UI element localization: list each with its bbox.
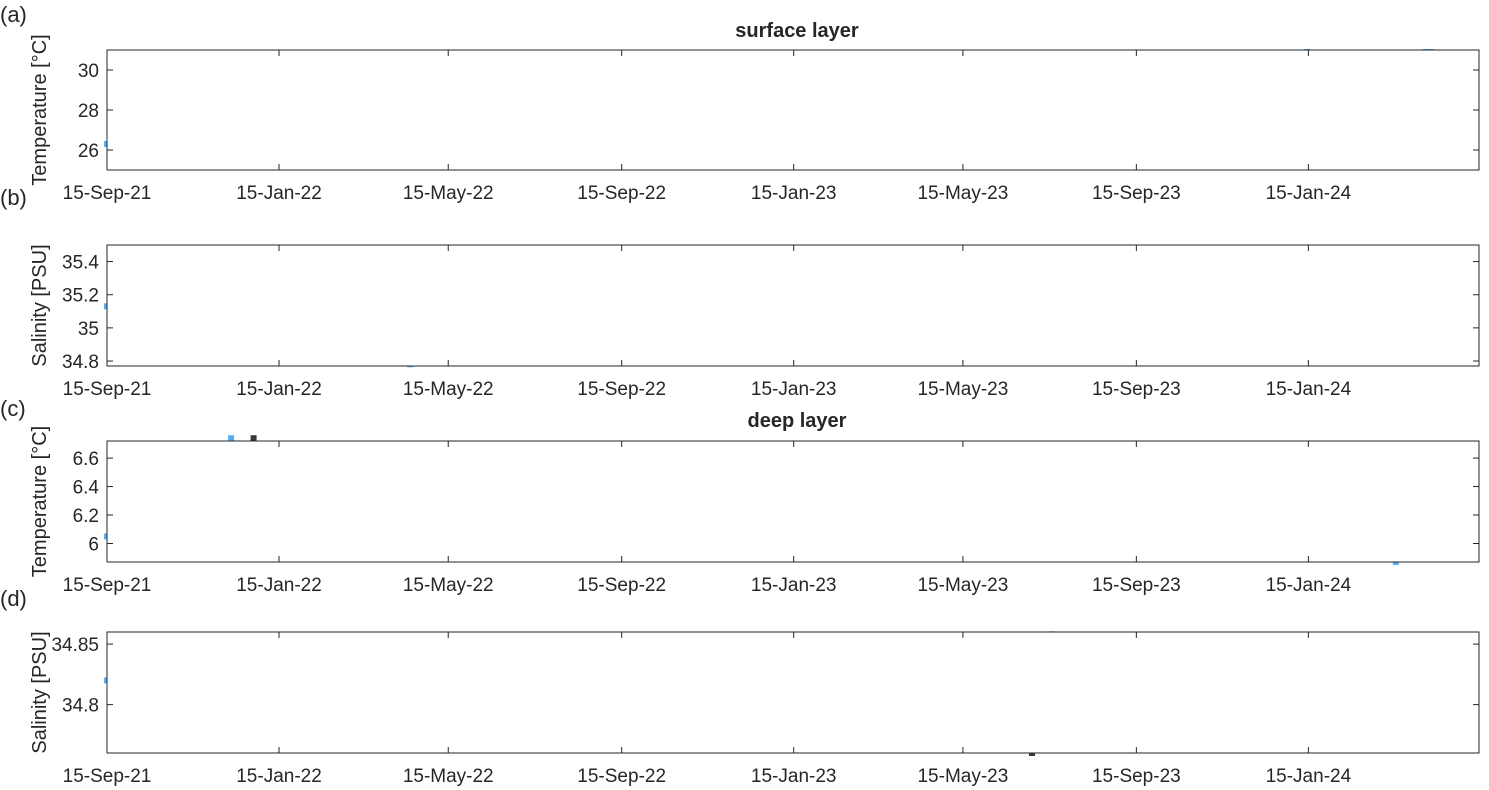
- x-tick-label: 15-Jan-23: [751, 766, 837, 787]
- y-axis-label: Salinity [PSU]: [29, 631, 51, 753]
- chart-panel-a: 15-Sep-21 15-Jan-22 15-May-22 15-Sep-22 15-J…: [0, 2, 1480, 204]
- x-tick-label: 15-Jan-23: [751, 183, 837, 204]
- y-tick-label: 6: [88, 534, 99, 555]
- y-tick-label: 6.4: [73, 478, 100, 499]
- x-tick-label: 15-Sep-21: [63, 766, 152, 787]
- x-tick-label: 15-Jan-22: [236, 575, 322, 596]
- x-tick-label: 15-Sep-21: [63, 183, 152, 204]
- y-tick-label: 30: [78, 61, 99, 82]
- x-tick-label: 15-Sep-23: [1092, 575, 1181, 596]
- x-tick-label: 15-Jan-24: [1266, 379, 1352, 400]
- y-tick-label: 6.2: [73, 506, 99, 527]
- x-tick-label: 15-Sep-22: [577, 183, 666, 204]
- x-tick-label: 15-Sep-23: [1092, 766, 1181, 787]
- x-tick-label: 15-Jan-23: [751, 575, 837, 596]
- x-tick-label: 15-May-22: [403, 379, 494, 400]
- y-tick-label: 34.8: [62, 696, 99, 717]
- plot-frame: [106, 244, 1480, 367]
- x-tick-label: 15-Jan-24: [1266, 766, 1352, 787]
- chart-panel-c: 15-Sep-21 15-Jan-22 15-May-22 15-Sep-22 15-J…: [0, 396, 1480, 596]
- x-tick-label: 15-Sep-23: [1092, 379, 1181, 400]
- x-tick-label: 15-Jan-24: [1266, 575, 1352, 596]
- x-tick-label: 15-Sep-22: [577, 379, 666, 400]
- y-axis-label: Temperature [°C]: [29, 34, 51, 185]
- panel-title: surface layer: [735, 20, 859, 42]
- y-tick-label: 6.6: [73, 449, 99, 470]
- y-tick-label: 35.2: [62, 286, 99, 307]
- panel-title: deep layer: [748, 410, 847, 432]
- plot-frame: [106, 49, 1480, 171]
- x-tick-label: 15-Sep-22: [577, 766, 666, 787]
- x-tick-label: 15-Jan-24: [1266, 183, 1352, 204]
- plot-frame: [106, 631, 1480, 754]
- data-point: [250, 435, 257, 442]
- x-tick-label: 15-Sep-23: [1092, 183, 1181, 204]
- x-tick-label: 15-May-22: [403, 575, 494, 596]
- x-tick-label: 15-May-22: [403, 183, 494, 204]
- y-tick-label: 35.4: [62, 253, 99, 274]
- x-tick-label: 15-May-22: [403, 766, 494, 787]
- x-tick-label: 15-May-23: [917, 766, 1008, 787]
- data-point: [228, 435, 235, 442]
- y-tick-label: 34.85: [51, 635, 99, 656]
- x-tick-label: 15-Jan-22: [236, 766, 322, 787]
- x-tick-label: 15-Jan-22: [236, 379, 322, 400]
- y-tick-label: 28: [78, 101, 99, 122]
- panel-label: (c): [0, 396, 26, 421]
- chart-panel-d: 15-Sep-21 15-Jan-22 15-May-22 15-Sep-22 15-J…: [0, 586, 1480, 787]
- x-tick-label: 15-May-23: [917, 575, 1008, 596]
- x-tick-label: 15-Sep-22: [577, 575, 666, 596]
- panel-label: (b): [0, 185, 27, 210]
- panel-label: (a): [0, 2, 27, 27]
- x-tick-label: 15-Sep-21: [63, 379, 152, 400]
- x-tick-label: 15-May-23: [917, 379, 1008, 400]
- x-tick-label: 15-May-23: [917, 183, 1008, 204]
- x-tick-label: 15-Jan-23: [751, 379, 837, 400]
- y-tick-label: 35: [78, 319, 99, 340]
- y-axis-label: Salinity [PSU]: [29, 244, 51, 366]
- y-axis-label: Temperature [°C]: [29, 426, 51, 577]
- x-tick-label: 15-Jan-22: [236, 183, 322, 204]
- x-tick-label: 15-Sep-21: [63, 575, 152, 596]
- y-tick-label: 26: [78, 141, 99, 162]
- chart-panel-b: 15-Sep-21 15-Jan-22 15-May-22 15-Sep-22 15-J…: [0, 185, 1480, 400]
- y-tick-label: 34.8: [62, 352, 99, 373]
- plot-frame: [106, 440, 1480, 563]
- panel-label: (d): [0, 586, 27, 611]
